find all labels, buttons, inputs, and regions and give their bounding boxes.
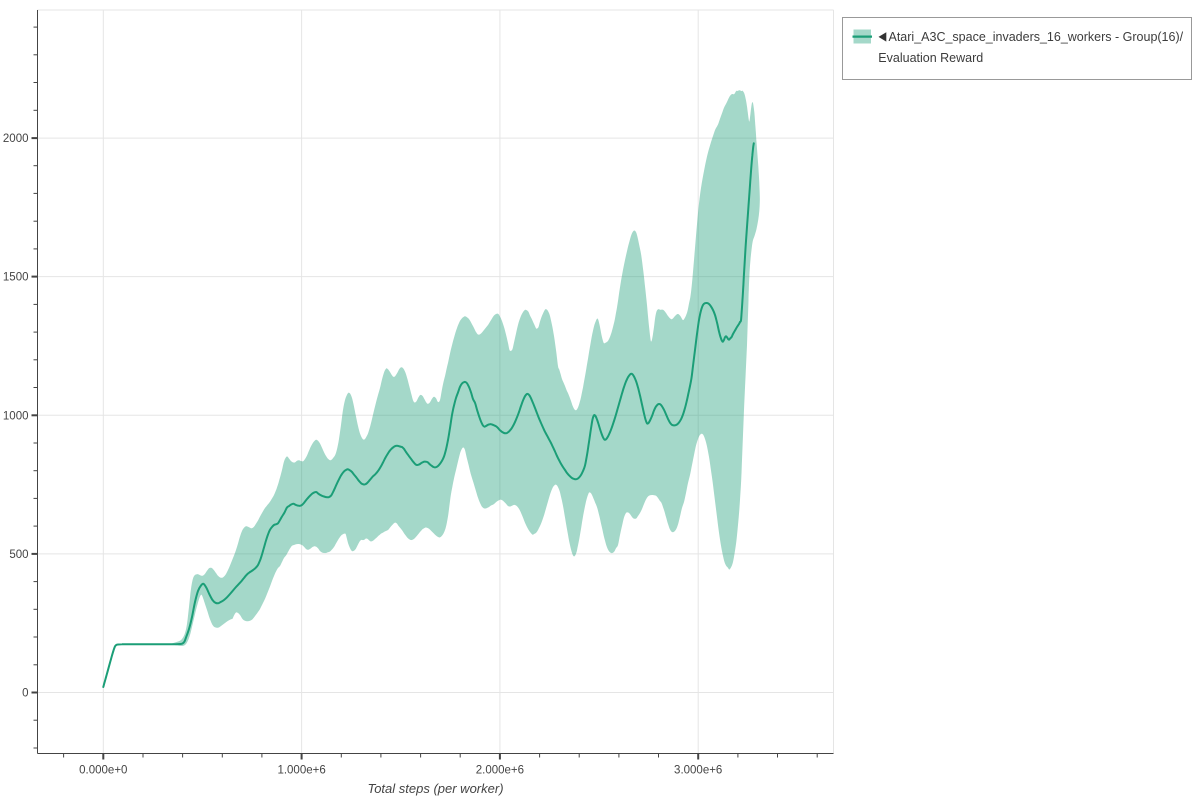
svg-text:1000: 1000 — [3, 410, 29, 422]
svg-text:Atari_A3C_space_invaders_16_wo: Atari_A3C_space_invaders_16_workers - Gr… — [889, 30, 1184, 44]
svg-text:Total steps (per worker): Total steps (per worker) — [367, 781, 503, 796]
svg-text:2000: 2000 — [3, 133, 29, 145]
svg-text:1.000e+6: 1.000e+6 — [277, 765, 325, 777]
svg-text:3.000e+6: 3.000e+6 — [674, 765, 722, 777]
svg-text:2.000e+6: 2.000e+6 — [476, 765, 524, 777]
svg-text:1500: 1500 — [3, 272, 29, 284]
svg-text:0: 0 — [22, 688, 28, 700]
svg-text:0.000e+0: 0.000e+0 — [79, 765, 127, 777]
svg-text:Evaluation Reward: Evaluation Reward — [878, 51, 983, 65]
svg-text:500: 500 — [9, 549, 28, 561]
